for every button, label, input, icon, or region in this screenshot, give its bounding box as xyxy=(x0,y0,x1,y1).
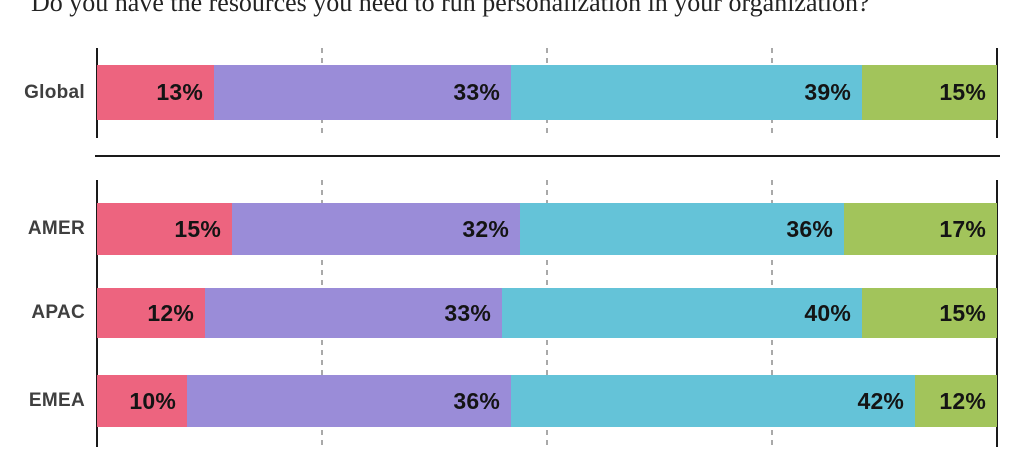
segment-value-label: 15% xyxy=(939,79,986,105)
segment-value-label: 15% xyxy=(174,215,221,242)
segment-value-label: 15% xyxy=(939,299,986,326)
bar-row: EMEA 10% 36% 42% 12% xyxy=(29,375,997,427)
bar-segment-purple: 36% xyxy=(187,375,511,427)
bar-segment-pink: 15% xyxy=(97,203,232,255)
segment-value-label: 36% xyxy=(453,387,500,414)
category-label-emea: EMEA xyxy=(28,390,85,411)
segment-value-label: 10% xyxy=(129,387,176,414)
segment-value-label: 33% xyxy=(453,79,500,105)
segment-value-label: 13% xyxy=(156,79,203,105)
group-separator-line xyxy=(95,155,1000,157)
plot-area-regions: AMER 15% 32% 36% 17% APAC 12% 33% 40% 15% EMEA… xyxy=(28,180,998,447)
axis-line-right xyxy=(996,48,998,138)
segment-value-label: 36% xyxy=(786,215,833,242)
category-label-global: Global xyxy=(24,81,85,103)
bar-segment-green: 15% xyxy=(862,65,997,120)
bar-segment-green: 15% xyxy=(862,288,997,338)
bar-segment-teal: 40% xyxy=(502,288,862,338)
bar-segment-purple: 33% xyxy=(214,65,511,120)
bar-row: AMER 15% 32% 36% 17% xyxy=(28,203,997,255)
bar-segment-teal: 39% xyxy=(511,65,862,120)
bar-segment-teal: 42% xyxy=(511,375,916,427)
segment-value-label: 12% xyxy=(939,387,986,414)
bar-segment-teal: 36% xyxy=(520,203,844,255)
bar-segment-purple: 32% xyxy=(232,203,520,255)
bar-row: Global 13% 33% 39% 15% xyxy=(24,65,997,120)
category-label-apac: APAC xyxy=(31,302,85,323)
bar-row: APAC 12% 33% 40% 15% xyxy=(31,288,997,338)
segment-value-label: 33% xyxy=(444,299,491,326)
segment-value-label: 39% xyxy=(804,79,851,105)
segment-value-label: 12% xyxy=(147,299,194,326)
segment-value-label: 42% xyxy=(857,387,905,414)
bar-segment-pink: 13% xyxy=(97,65,214,120)
bar-segment-purple: 33% xyxy=(205,288,502,338)
segment-value-label: 32% xyxy=(462,215,509,242)
bar-segment-pink: 10% xyxy=(97,375,187,427)
axis-line-right xyxy=(996,180,998,447)
plot-area-global: Global 13% 33% 39% 15% xyxy=(24,48,998,138)
bar-segment-green: 17% xyxy=(844,203,997,255)
bar-segment-green: 12% xyxy=(915,375,997,427)
bar-segment-pink: 12% xyxy=(97,288,205,338)
segment-value-label: 40% xyxy=(804,299,851,326)
chart-title: Do you have the resources you need to ru… xyxy=(31,0,870,17)
category-label-amer: AMER xyxy=(27,218,85,239)
segment-value-label: 17% xyxy=(939,215,986,242)
